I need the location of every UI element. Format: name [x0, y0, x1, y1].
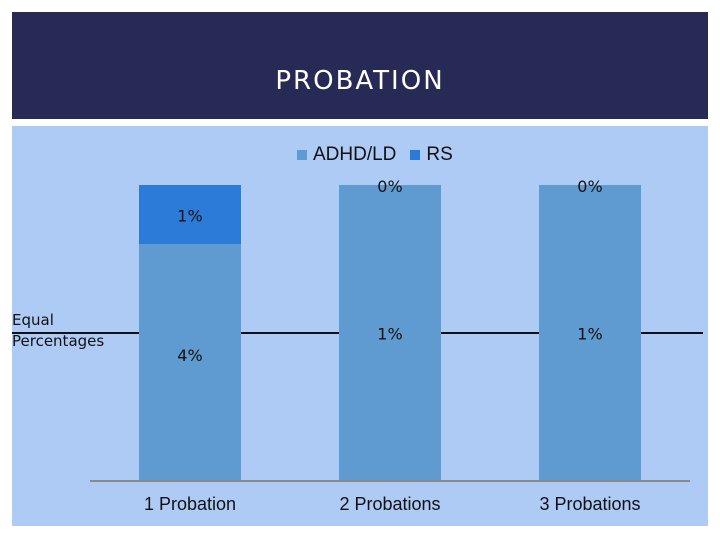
- legend: ADHD/LD RS: [297, 143, 467, 167]
- title-bar: PROBATION: [12, 12, 708, 119]
- bar-rs-1: [139, 185, 241, 244]
- reference-line-label: Equal Percentages: [12, 310, 104, 352]
- reference-label-line2: Percentages: [12, 332, 105, 350]
- reference-label-line1: Equal: [12, 311, 54, 329]
- data-label-adhd-ld-2: 1%: [377, 325, 402, 344]
- legend-item-adhd-ld: ADHD/LD: [297, 144, 396, 166]
- data-label-rs-2: 0%: [377, 177, 402, 196]
- bar-adhd-ld-2: [339, 185, 441, 480]
- legend-swatch-adhd-ld: [297, 150, 307, 160]
- legend-swatch-rs: [410, 150, 421, 160]
- data-label-rs-1: 1%: [177, 207, 202, 226]
- category-label-3: 3 Probations: [539, 494, 640, 514]
- data-label-adhd-ld-1: 4%: [177, 346, 202, 365]
- category-label-2: 2 Probations: [339, 494, 440, 514]
- category-label-1: 1 Probation: [144, 494, 236, 514]
- bar-adhd-ld-3: [539, 185, 641, 480]
- legend-label-rs: RS: [426, 144, 453, 165]
- legend-item-rs: RS: [410, 144, 453, 166]
- bar-adhd-ld-1: [139, 244, 241, 480]
- legend-label-adhd-ld: ADHD/LD: [313, 144, 397, 165]
- data-label-adhd-ld-3: 1%: [577, 325, 602, 344]
- slide-title: PROBATION: [275, 66, 445, 96]
- data-label-rs-3: 0%: [577, 177, 602, 196]
